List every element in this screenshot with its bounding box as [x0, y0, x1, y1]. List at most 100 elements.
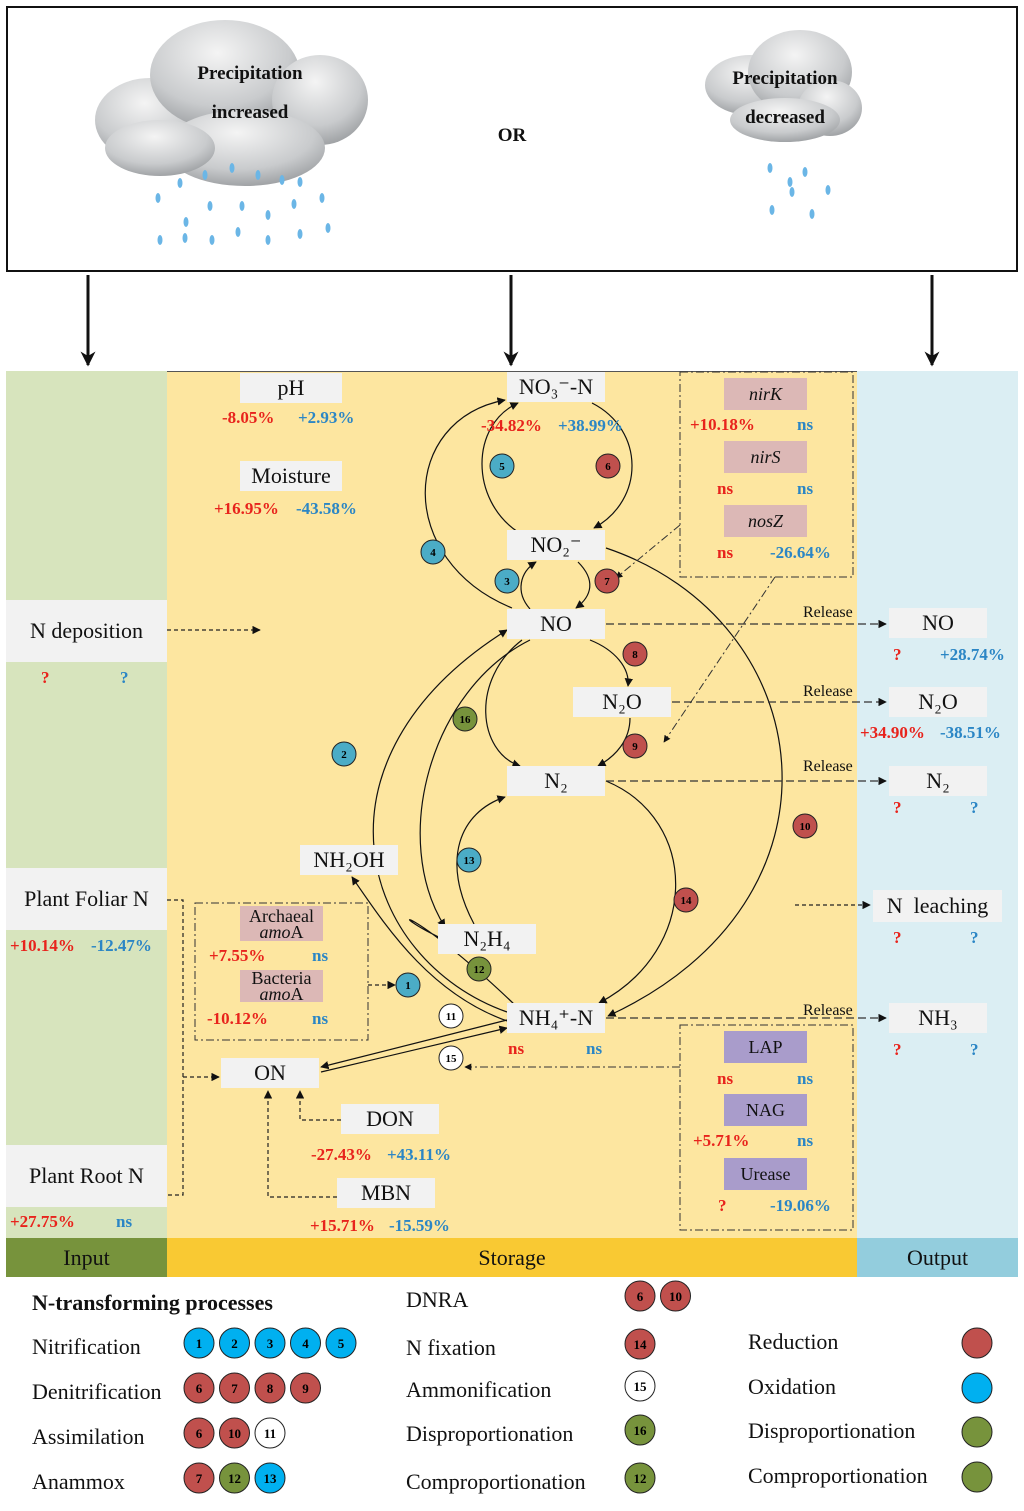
process-number: 15: [446, 1053, 458, 1065]
value-increase: ns: [508, 1039, 525, 1058]
value-increase: ns: [717, 543, 734, 562]
legend-type-disproportionation: Disproportionation: [748, 1418, 916, 1443]
value-increase: +10.18%: [690, 415, 755, 434]
rain-drop: [297, 229, 303, 239]
gene-label: amoA: [260, 921, 304, 942]
value-decrease: ns: [797, 479, 814, 498]
gene-suffix: A: [290, 921, 304, 942]
process-circle-1: [395, 972, 421, 998]
value-increase: -8.05%: [222, 408, 275, 427]
legend-step-number: 15: [634, 1379, 648, 1394]
input-plant-foliar-n: Plant Foliar N: [6, 868, 167, 930]
legend-process-disproportionation: Disproportionation: [406, 1421, 574, 1446]
legend-step-circle: [254, 1372, 286, 1404]
output-n-leaching: N leaching: [873, 890, 1002, 922]
legend-step-number: 5: [338, 1336, 345, 1351]
transformation-arrows: [320, 397, 783, 1073]
rain-drop: [767, 163, 773, 173]
value-decrease: ns: [797, 1069, 814, 1088]
enzyme-nag: NAG: [724, 1094, 807, 1126]
process-circle-7: [594, 568, 620, 594]
process-circle-6: [595, 453, 621, 479]
legend-step-circle: [254, 1327, 286, 1359]
rain-drop: [279, 175, 285, 185]
value-decrease: ns: [586, 1039, 603, 1058]
legend-step-number: 3: [267, 1336, 274, 1351]
gene-italic: amo: [259, 984, 291, 1004]
rain-drop: [239, 201, 245, 211]
rain-drop: [769, 205, 775, 215]
legend-step-circle: [290, 1327, 321, 1359]
rain-drops-icon: [155, 163, 831, 245]
top-precipitation-box: [6, 6, 1018, 272]
rain-drop: [297, 177, 303, 187]
node-don: DON: [341, 1104, 439, 1134]
process-circle-10: [792, 813, 818, 839]
gene-bacteria-amoa: Bacteria amoA: [240, 969, 323, 1004]
value-increase: +16.95%: [214, 499, 279, 518]
legend-step-circle: [219, 1327, 250, 1359]
legend-step-circle: [219, 1462, 250, 1494]
process-number: 9: [632, 741, 638, 753]
value-increase: +15.71%: [310, 1216, 375, 1235]
value-increase: -34.82%: [481, 416, 542, 435]
legend-step-number: 1: [196, 1336, 203, 1351]
node-mbn: MBN: [337, 1178, 435, 1208]
gene-nirs: nirS: [724, 441, 807, 473]
rain-drop: [155, 193, 161, 203]
process-circle-13: [456, 847, 482, 873]
legend-type-circle: [961, 1327, 993, 1359]
legend-step-circle: [624, 1280, 656, 1312]
node-no3-n: NO₃⁻-N: [507, 372, 605, 402]
gene-suffix: A: [290, 984, 304, 1004]
value-decrease: ns: [116, 1212, 133, 1231]
legend-step-number: 7: [196, 1471, 203, 1486]
value-decrease: -12.47%: [91, 936, 152, 955]
rain-drop: [809, 209, 815, 219]
rain-drop: [265, 235, 271, 245]
value-increase: ?: [893, 798, 902, 817]
process-number: 14: [681, 895, 693, 907]
release-label: Release: [803, 1002, 853, 1019]
cloud-left-line1: Precipitation: [197, 63, 303, 84]
legend-step-number: 6: [196, 1426, 203, 1441]
process-number: 3: [504, 576, 510, 588]
cloud-decreased-icon: [705, 30, 862, 142]
legend-step-number: 4: [302, 1336, 309, 1351]
legend-step-number: 14: [634, 1337, 648, 1352]
process-circle-3: [494, 568, 520, 594]
rain-drop: [319, 193, 325, 203]
legend-step-circle: [219, 1372, 250, 1404]
legend-step-number: 10: [228, 1426, 241, 1441]
input-n-deposition: N deposition: [6, 600, 167, 662]
legend-type-oxidation: Oxidation: [748, 1374, 836, 1399]
process-number: 10: [800, 821, 812, 833]
process-circle-4: [420, 539, 446, 565]
value-decrease: +38.99%: [558, 416, 623, 435]
legend-step-circle: [624, 1328, 656, 1360]
value-increase: -10.12%: [207, 1009, 268, 1028]
legend-process-comproportionation: Comproportionation: [406, 1469, 586, 1494]
input-plant-root-n: Plant Root N: [6, 1145, 167, 1207]
output-panel: [857, 371, 1018, 1238]
legend-type-reduction: Reduction: [748, 1329, 839, 1354]
process-number: 8: [632, 649, 638, 661]
gene-archaeal-amoa: Archaeal amoA: [240, 906, 323, 941]
input-bar: Input: [6, 1238, 167, 1277]
process-circle-9: [622, 733, 648, 759]
legend-step-number: 11: [264, 1426, 276, 1441]
legend-step-number: 13: [264, 1471, 278, 1486]
or-label: OR: [497, 125, 527, 146]
rain-drop: [183, 217, 189, 227]
rain-drop: [802, 167, 808, 177]
legend-type-circle: [961, 1372, 993, 1404]
legend-process-dnra: DNRA: [406, 1287, 469, 1312]
value-decrease: +43.11%: [387, 1145, 451, 1164]
release-label: Release: [803, 758, 853, 775]
release-dashed-arrows: [606, 619, 887, 1023]
cloud-increased-label: Precipitation increased: [160, 54, 340, 132]
value-increase: -27.43%: [311, 1145, 372, 1164]
